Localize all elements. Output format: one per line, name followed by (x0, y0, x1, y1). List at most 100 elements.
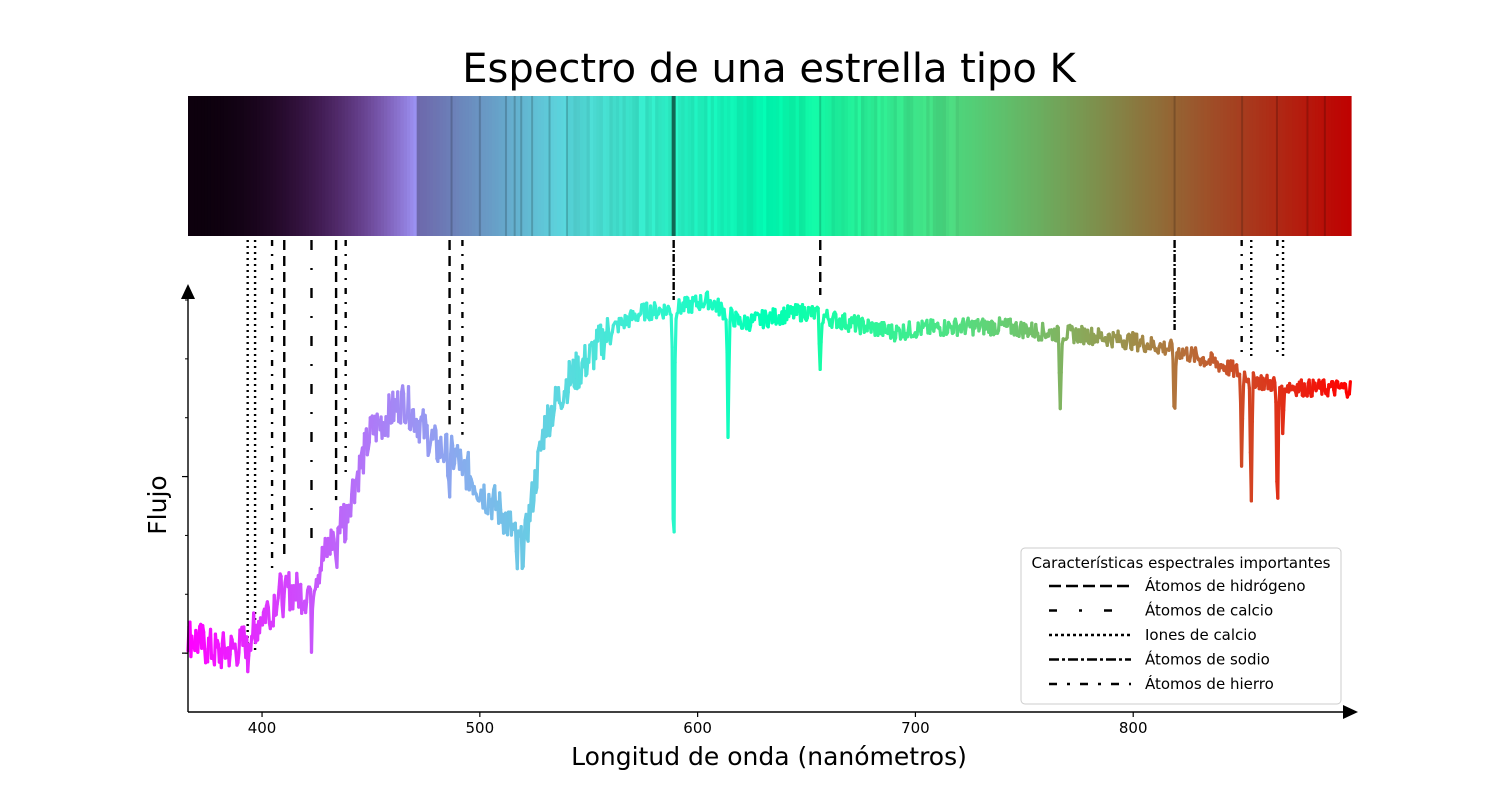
legend-label: Átomos de hierro (1145, 674, 1274, 693)
flux-segment (604, 344, 605, 358)
flux-segment (589, 345, 590, 362)
flux-segment (629, 314, 630, 327)
flux-segment (1335, 384, 1336, 395)
flux-segment (953, 322, 954, 333)
flux-segment (1240, 374, 1241, 403)
flux-segment (523, 540, 524, 566)
flux-segment (515, 523, 516, 551)
spectrum-bar-segment (1348, 96, 1352, 236)
flux-segment (334, 539, 335, 550)
flux-segment (517, 531, 518, 569)
flux-segment (223, 633, 224, 647)
flux-segment (1187, 348, 1188, 360)
flux-segment (484, 485, 485, 507)
flux-segment (221, 644, 222, 668)
chart-title: Espectro de una estrella tipo K (462, 46, 1077, 92)
flux-segment (281, 576, 282, 604)
flux-segment (500, 493, 501, 510)
flux-segment (558, 388, 559, 403)
spectrum-bar-dark-line (505, 96, 507, 236)
flux-segment (860, 319, 861, 334)
spectrum-bar-dark-line (1174, 96, 1176, 236)
flux-segment (1243, 386, 1244, 419)
x-tick-label: 400 (248, 719, 277, 737)
flux-segment (307, 590, 308, 602)
spectrum-bar-dark-line (520, 96, 522, 236)
flux-segment (447, 434, 448, 475)
flux-segment (530, 499, 531, 521)
flux-segment (283, 597, 284, 617)
legend-title: Características espectrales importantes (1031, 554, 1330, 572)
flux-segment (821, 324, 822, 342)
flux-segment (1349, 382, 1350, 394)
flux-segment (389, 395, 390, 409)
flux-segment (311, 610, 312, 653)
legend: Características espectrales importantes Á… (1021, 548, 1341, 704)
flux-segment (1242, 419, 1243, 466)
flux-segment (211, 629, 212, 658)
flux-segment (1249, 388, 1250, 452)
spectrum-bar-dark-line (451, 96, 453, 236)
flux-segment (355, 480, 356, 502)
flux-segment (1061, 344, 1062, 372)
spectrum-bar-dark-line (549, 96, 551, 236)
x-tick-label: 500 (466, 719, 495, 737)
spectrum-bar-dark-line (819, 96, 821, 236)
flux-segment (1176, 353, 1177, 367)
flux-segment (404, 394, 405, 422)
flux-segment (1172, 344, 1173, 359)
flux-segment (1278, 409, 1279, 498)
flux-segment (726, 320, 727, 353)
flux-segment (198, 636, 199, 652)
flux-segment (450, 454, 451, 497)
flux-segment (1067, 326, 1068, 338)
flux-segment (1309, 380, 1310, 391)
x-axis-arrow (1343, 705, 1358, 719)
flux-segment (945, 321, 946, 334)
x-tick-label: 700 (901, 719, 930, 737)
x-tick-label: 600 (683, 719, 712, 737)
flux-segment (278, 587, 279, 598)
flux-segment (460, 450, 461, 463)
y-axis-arrow (181, 284, 195, 299)
spectrum-bar-dark-line (1306, 96, 1308, 236)
flux-segment (729, 322, 730, 372)
flux-segment (1060, 372, 1061, 408)
legend-label: Átomos de calcio (1145, 601, 1273, 620)
flux-segment (204, 632, 205, 649)
spectrum-bar-dark-line (479, 96, 481, 236)
flux-segment (458, 446, 459, 457)
flux-segment (337, 528, 338, 567)
flux-segment (674, 362, 675, 531)
flux-segment (312, 598, 313, 610)
flux-segment (351, 494, 352, 516)
flux-segment (229, 655, 230, 666)
spectrum-bar-dark-line (566, 96, 568, 236)
flux-segment (268, 608, 269, 623)
flux-segment (581, 363, 582, 383)
flux-segment (401, 392, 402, 423)
flux-segment (675, 319, 676, 362)
x-tick-label: 800 (1119, 719, 1148, 737)
spectrum-bar-dark-line (1324, 96, 1326, 236)
flux-segment (537, 452, 538, 488)
flux-segment (1088, 330, 1089, 343)
flux-segment (1275, 383, 1276, 402)
spectrum-bar-dark-line (1276, 96, 1278, 236)
flux-segment (1283, 410, 1284, 433)
spectrum-bar-dark-line (531, 96, 533, 236)
x-axis-title: Longitud de onda (nanómetros) (571, 742, 967, 771)
flux-segment (353, 480, 354, 494)
y-axis-title: Flujo (143, 475, 172, 534)
flux-segment (728, 372, 729, 438)
spectrum-bar-dark-line (1241, 96, 1243, 236)
color-spectrum-bar (188, 96, 1352, 236)
flux-segment (297, 573, 298, 588)
flux-segment (492, 498, 493, 519)
flux-segment (398, 392, 399, 422)
flux-segment (818, 308, 819, 343)
spectrum-bar-dark-line (514, 96, 516, 236)
flux-segment (647, 303, 648, 317)
flux-segment (671, 315, 672, 347)
